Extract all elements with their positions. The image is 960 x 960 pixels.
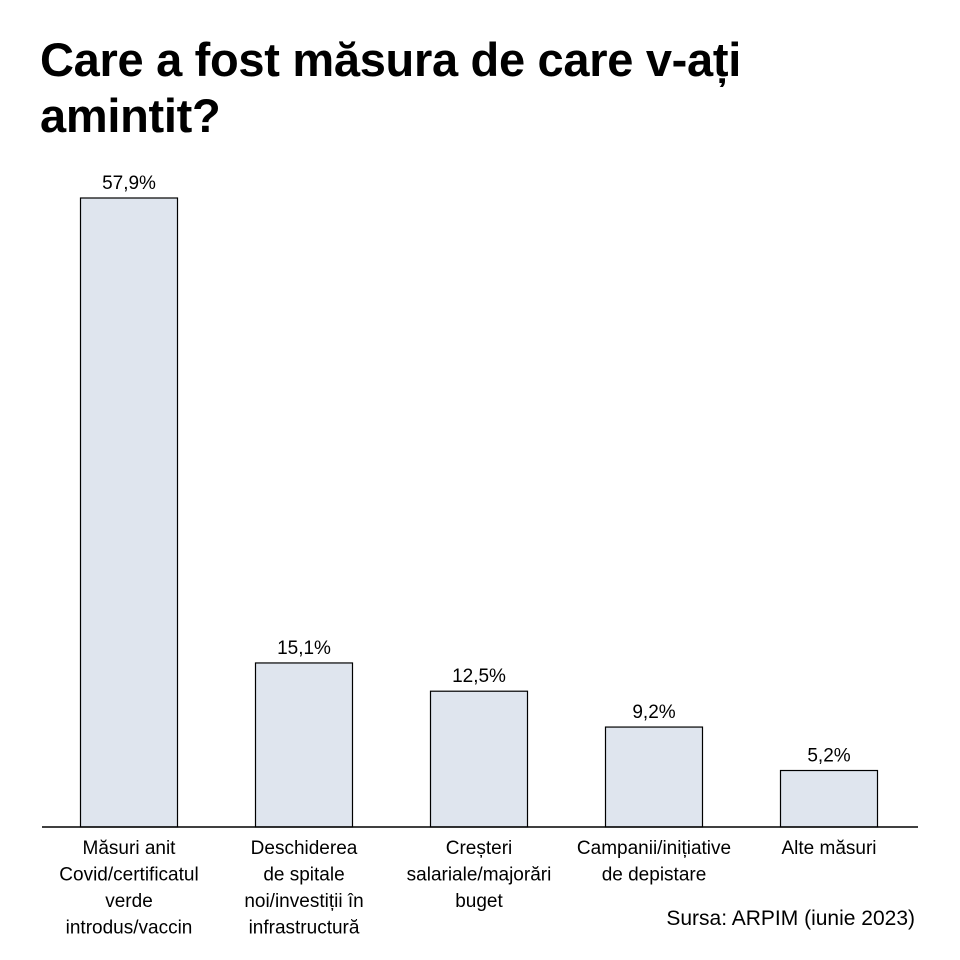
- category-label-2: Creșteri salariale/majorări buget: [407, 838, 552, 912]
- value-label-3: 9,2%: [632, 702, 675, 723]
- bar-1: [254, 662, 354, 828]
- bar-0: [79, 197, 179, 828]
- bar-3: [604, 726, 704, 828]
- category-label-line: Alte măsuri: [781, 838, 876, 859]
- category-label-line: Campanii/inițiative: [577, 838, 731, 859]
- category-label-line: noi/investiții în: [244, 891, 363, 912]
- category-labels-group: Măsuri anit Covid/certificatul verde introd…: [59, 838, 876, 939]
- bar-4: [779, 769, 879, 828]
- category-label-0: Măsuri anit Covid/certificatul verde introd…: [59, 838, 198, 939]
- category-label-line: Covid/certificatul: [59, 865, 198, 886]
- category-label-line: verde: [105, 891, 153, 912]
- bars-group: [79, 197, 879, 828]
- value-label-4: 5,2%: [807, 746, 850, 767]
- value-label-0: 57,9%: [102, 173, 156, 194]
- category-label-1: Deschiderea de spitale noi/investiții în in…: [244, 838, 363, 939]
- category-label-line: Măsuri anit: [83, 838, 177, 859]
- chart-title: Care a fost măsura de care v-ați amintit…: [40, 33, 741, 142]
- category-label-line: introdus/vaccin: [66, 918, 193, 939]
- category-label-line: Deschiderea: [251, 838, 358, 859]
- category-label-line: buget: [455, 891, 503, 912]
- value-labels-group: 57,9% 15,1% 12,5% 9,2% 5,2%: [102, 173, 851, 767]
- category-label-3: Campanii/inițiative de depistare: [577, 838, 731, 886]
- category-label-line: Creșteri: [446, 838, 513, 859]
- category-label-line: de depistare: [602, 865, 707, 886]
- category-label-4: Alte măsuri: [781, 838, 876, 859]
- category-label-line: de spitale: [263, 865, 344, 886]
- category-label-line: salariale/majorări: [407, 865, 552, 886]
- bar-2: [429, 690, 529, 828]
- value-label-1: 15,1%: [277, 638, 331, 659]
- source-note: Sursa: ARPIM (iunie 2023): [666, 907, 915, 930]
- value-label-2: 12,5%: [452, 666, 506, 687]
- category-label-line: infrastructură: [249, 918, 360, 939]
